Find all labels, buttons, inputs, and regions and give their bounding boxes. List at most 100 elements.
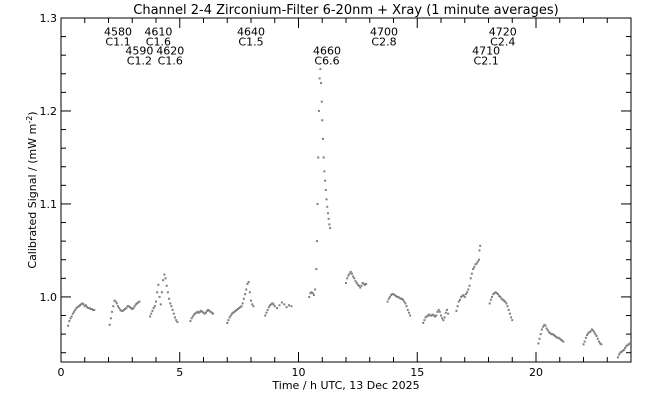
data-point (595, 334, 598, 337)
data-point (622, 348, 625, 351)
data-point (111, 310, 114, 313)
data-point (391, 293, 394, 296)
data-point (489, 298, 492, 301)
data-point (89, 308, 92, 311)
plot-frame (60, 17, 632, 363)
data-point (407, 311, 410, 314)
data-point (554, 334, 556, 337)
flare-class-label: C1.2 (127, 54, 152, 67)
data-point (455, 309, 458, 312)
data-point (206, 309, 209, 312)
flare-number-label: 4610 (144, 26, 172, 39)
data-point (198, 310, 201, 313)
data-point (476, 260, 479, 263)
data-point (362, 282, 365, 285)
data-point (310, 291, 313, 294)
data-point (618, 353, 621, 356)
data-point (328, 223, 331, 226)
data-point (492, 293, 495, 296)
y-axis-title-end: ) (26, 111, 39, 115)
data-point (138, 300, 141, 303)
flare-class-label: C2.8 (371, 36, 396, 49)
data-point (251, 303, 254, 306)
data-point (316, 240, 319, 243)
data-point (317, 156, 320, 159)
data-point (79, 304, 81, 307)
data-point (589, 330, 592, 333)
y-tick-label: 1.0 (40, 291, 58, 304)
data-point (497, 293, 499, 296)
data-point (209, 310, 212, 313)
data-point (191, 315, 194, 318)
data-point (308, 295, 311, 298)
data-point (240, 305, 243, 308)
data-point (542, 325, 545, 328)
data-point (625, 345, 628, 348)
axis-ticks (60, 17, 632, 362)
data-point (470, 272, 473, 275)
data-point (70, 315, 73, 318)
data-point (587, 332, 590, 335)
data-point (468, 284, 471, 287)
y-tick-label: 1.2 (40, 105, 58, 118)
data-point (347, 274, 350, 277)
data-point (504, 300, 507, 303)
data-point (352, 275, 355, 278)
flare-number-label: 4700 (370, 26, 398, 39)
data-point (393, 294, 396, 297)
data-point (621, 349, 624, 352)
data-point (176, 321, 179, 324)
data-point (422, 321, 425, 324)
data-point (590, 328, 593, 331)
data-point (463, 295, 466, 298)
data-point (402, 298, 404, 301)
data-point (441, 317, 444, 320)
data-point (189, 320, 192, 323)
data-point (132, 307, 135, 310)
flare-class-label: C1.1 (105, 36, 130, 49)
data-point (235, 308, 238, 311)
flare-number-label: 4710 (472, 44, 500, 57)
data-point (202, 311, 205, 314)
data-point (117, 305, 119, 308)
data-point (443, 316, 446, 319)
data-point (461, 294, 464, 297)
data-point (227, 319, 230, 322)
data-point (594, 333, 597, 336)
data-point (498, 294, 501, 297)
data-point (210, 311, 213, 314)
data-point (76, 306, 79, 309)
data-point (456, 305, 459, 308)
data-point (469, 277, 472, 280)
data-point (494, 291, 497, 294)
data-points (67, 68, 632, 359)
data-point (109, 317, 112, 320)
data-point (269, 304, 271, 307)
flare-number-label: 4660 (313, 44, 341, 57)
data-point (170, 305, 173, 308)
flare-class-label: C1.5 (238, 36, 263, 49)
data-point (278, 304, 281, 307)
data-point (353, 277, 356, 280)
data-point (346, 277, 349, 280)
data-point (511, 319, 514, 322)
data-point (400, 297, 403, 300)
data-point (204, 311, 207, 314)
data-point (234, 309, 237, 312)
data-point (264, 314, 267, 317)
data-point (68, 320, 71, 323)
data-point (544, 324, 547, 327)
data-point (429, 314, 432, 317)
data-point (318, 77, 321, 80)
data-point (390, 294, 393, 297)
data-point (358, 284, 361, 287)
data-point (233, 310, 236, 313)
data-point (354, 280, 357, 283)
flare-number-label: 4620 (156, 44, 184, 57)
data-point (163, 273, 166, 276)
data-point (474, 263, 477, 266)
data-point (437, 308, 440, 311)
data-point (195, 311, 198, 314)
